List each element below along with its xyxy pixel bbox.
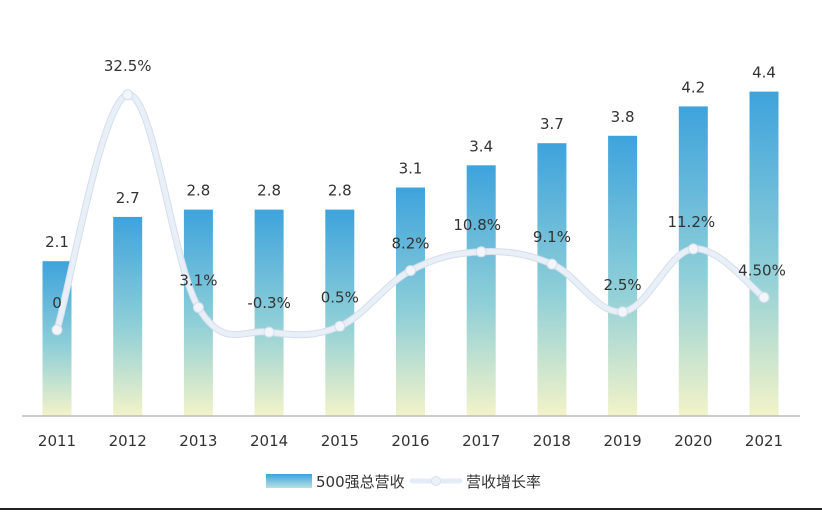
x-tick-label-2021: 2021 — [745, 432, 783, 450]
legend-bar-label: 500强总营收 — [316, 473, 405, 491]
rate-point-2011 — [51, 324, 63, 336]
legend-bar-swatch — [266, 474, 312, 488]
bar-2017 — [466, 165, 496, 416]
rate-line — [54, 92, 767, 338]
rate-label-2013: 3.1% — [179, 272, 217, 290]
bar-label-2020: 4.2 — [681, 78, 705, 96]
x-tick-label-2014: 2014 — [250, 432, 288, 450]
legend-line-marker — [431, 476, 441, 486]
x-tick-label-2017: 2017 — [462, 432, 500, 450]
x-tick-label-2012: 2012 — [109, 432, 147, 450]
rate-label-2019: 2.5% — [604, 276, 642, 294]
x-tick-label-2011: 2011 — [38, 432, 76, 450]
x-tick-label-2015: 2015 — [321, 432, 359, 450]
bar-2012 — [113, 216, 143, 416]
rate-label-2021: 4.50% — [738, 261, 786, 279]
rate-label-2015: 0.5% — [321, 288, 359, 306]
legend-line-label: 营收增长率 — [466, 473, 541, 491]
x-tick-label-2020: 2020 — [674, 432, 712, 450]
rate-point-2016 — [405, 265, 416, 277]
bar-2020 — [678, 106, 708, 417]
bar-label-2015: 2.8 — [328, 182, 352, 200]
bar-2014 — [254, 209, 284, 416]
bar-label-2013: 2.8 — [186, 182, 210, 200]
bar-label-2011: 2.1 — [45, 233, 69, 251]
labels-layer: 2.1 2.7 2.8 2.8 2.8 3.1 3.4 3.7 3.8 4.2 4.4 0 32.5% 3… — [45, 57, 786, 312]
bar-label-2021: 4.4 — [752, 64, 776, 82]
bar-2015 — [325, 209, 355, 416]
rate-label-2016: 8.2% — [391, 235, 429, 253]
rate-point-2012 — [122, 89, 134, 101]
rate-point-2019 — [617, 306, 629, 318]
bar-label-2012: 2.7 — [116, 189, 140, 207]
bar-2021 — [749, 91, 779, 416]
legend: 500强总营收 营收增长率 — [266, 473, 541, 491]
rate-point-2021 — [758, 291, 770, 303]
bar-2019 — [608, 135, 638, 417]
x-tick-label-2016: 2016 — [391, 432, 429, 450]
bar-2018 — [537, 143, 567, 416]
rate-label-2017: 10.8% — [453, 216, 501, 234]
rate-label-2011: 0 — [52, 294, 62, 312]
rate-label-2020: 11.2% — [667, 213, 715, 231]
rate-label-2012: 32.5% — [104, 57, 152, 75]
bar-2016 — [396, 187, 425, 416]
rate-point-2020 — [687, 243, 699, 255]
rate-point-2015 — [334, 320, 346, 332]
line-layer — [51, 89, 770, 339]
rate-point-2017 — [475, 246, 487, 258]
bar-label-2019: 3.8 — [611, 108, 635, 126]
bar-label-2016: 3.1 — [399, 160, 423, 178]
rate-point-2018 — [546, 258, 558, 270]
x-tick-label-2013: 2013 — [179, 432, 217, 450]
rate-label-2018: 9.1% — [533, 228, 571, 246]
x-tick-label-2018: 2018 — [533, 432, 571, 450]
rate-point-2013 — [192, 302, 204, 313]
bar-label-2018: 3.7 — [540, 115, 564, 133]
x-tick-label-2019: 2019 — [604, 432, 642, 450]
bar-label-2014: 2.8 — [257, 182, 281, 200]
ticks-layer: 2011 2012 2013 2014 2015 2016 2017 2018 2019 2020… — [38, 432, 783, 450]
bottom-rule — [0, 508, 822, 510]
rate-point-2014 — [263, 326, 275, 338]
bars-layer — [42, 91, 779, 417]
rate-label-2014: -0.3% — [247, 294, 291, 312]
bar-label-2017: 3.4 — [469, 137, 493, 155]
